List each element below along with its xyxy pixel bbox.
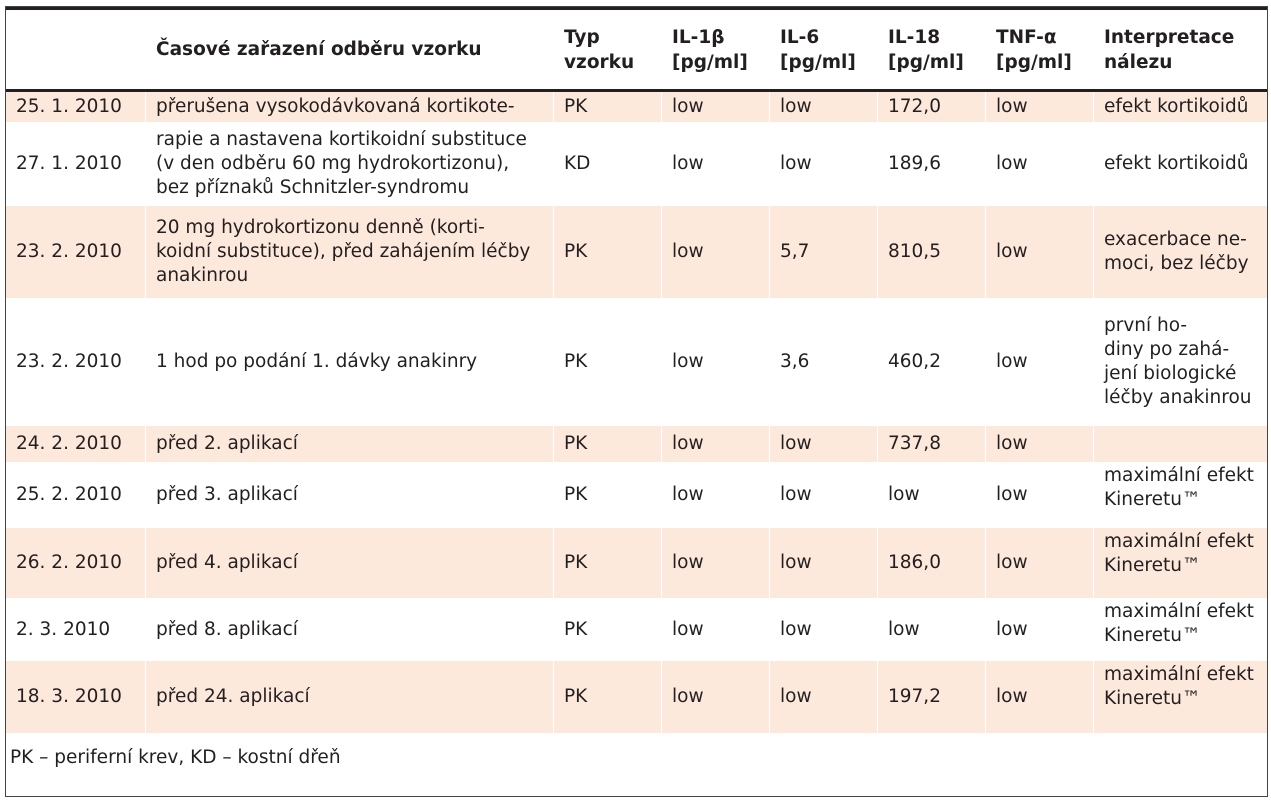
cell-timing: před 3. aplikací: [156, 484, 298, 505]
header-tnfa: TNF-α [pg/ml]: [996, 26, 1072, 73]
cell-date: 26. 2. 2010: [6, 528, 145, 598]
cell-timing: před 24. aplikací: [146, 661, 553, 733]
cell-sample-type: PK: [564, 484, 588, 505]
cell-il6: low: [780, 153, 812, 174]
cell-tnfa: low: [986, 661, 1093, 733]
cell-il18: low: [888, 618, 920, 640]
cell-date: 25. 2. 2010: [16, 484, 122, 505]
table-row: 25. 2. 2010 před 3. aplikací PK low low …: [6, 462, 1267, 528]
cell-timing: před 8. aplikací: [156, 618, 298, 640]
cell-date: 18. 3. 2010: [6, 661, 145, 733]
cell-timing: před 2. aplikací: [146, 426, 553, 462]
cell-il6: 5,7: [770, 206, 877, 298]
cell-date: 2. 3. 2010: [16, 618, 111, 640]
cell-interpretation: maximální efekt Kineretu™: [1104, 601, 1254, 646]
table-row: 24. 2. 2010 před 2. aplikací PK low low …: [6, 426, 1267, 462]
cell-il1b: low: [662, 206, 769, 298]
table-row: 2. 3. 2010 před 8. aplikací PK low low l…: [6, 598, 1267, 661]
cell-il1b: low: [672, 618, 704, 640]
cell-tnfa: low: [996, 618, 1028, 640]
cell-tnfa: low: [986, 206, 1093, 298]
table-row: 18. 3. 2010 před 24. aplikací PK low low…: [6, 661, 1267, 733]
cell-sample-type: PK: [564, 618, 588, 640]
cell-timing: rapie a nastavena kortikoidní substituce…: [156, 129, 527, 198]
table-row: 26. 2. 2010 před 4. aplikací PK low low …: [6, 528, 1267, 598]
cell-il18: 197,2: [878, 661, 985, 733]
cell-il6: low: [780, 484, 812, 505]
cell-interpretation: [1094, 426, 1267, 462]
cell-sample-type: KD: [564, 153, 591, 174]
cell-date: 27. 1. 2010: [16, 153, 122, 174]
cell-il18: 737,8: [878, 426, 985, 462]
cell-interpretation: první ho- diny po zahá- jení biologické …: [1104, 315, 1252, 408]
cell-il1b: low: [662, 661, 769, 733]
cell-tnfa: low: [986, 426, 1093, 462]
table-row: 23. 2. 2010 1 hod po podání 1. dávky ana…: [6, 298, 1267, 426]
header-timing: Časové zařazení odběru vzorku: [156, 39, 482, 60]
cell-sample-type: PK: [554, 92, 661, 122]
header-interpretation: Interpretace nálezu: [1104, 26, 1235, 73]
cell-interpretation: exacerbace ne- moci, bez léčby: [1094, 206, 1267, 298]
cell-sample-type: PK: [554, 661, 661, 733]
cell-il6: low: [770, 528, 877, 598]
cell-sample-type: PK: [554, 206, 661, 298]
table-row: 23. 2. 2010 20 mg hydrokortizonu denně (…: [6, 206, 1267, 298]
cell-interpretation: maximální efekt Kineretu™: [1094, 661, 1267, 733]
cell-il1b: low: [662, 92, 769, 122]
cell-date: 25. 1. 2010: [6, 92, 145, 122]
header-date: [6, 10, 146, 89]
cell-il6: 3,6: [780, 351, 810, 372]
cell-il1b: low: [672, 153, 704, 174]
cell-sample-type: PK: [554, 528, 661, 598]
cell-il18: 810,5: [878, 206, 985, 298]
cell-tnfa: low: [986, 92, 1093, 122]
cell-il1b: low: [672, 484, 704, 505]
table-row: 27. 1. 2010 rapie a nastavena kortikoidn…: [6, 122, 1267, 206]
cell-date: 24. 2. 2010: [6, 426, 145, 462]
cell-il18: low: [888, 484, 920, 505]
cell-sample-type: PK: [564, 351, 588, 372]
header-il1b: IL-1β [pg/ml]: [672, 26, 748, 73]
cell-tnfa: low: [996, 484, 1028, 505]
cell-tnfa: low: [986, 528, 1093, 598]
cell-sample-type: PK: [554, 426, 661, 462]
header-sample-type: Typ vzorku: [564, 26, 635, 73]
cell-tnfa: low: [996, 351, 1028, 372]
cell-il18: 186,0: [878, 528, 985, 598]
cell-il1b: low: [662, 528, 769, 598]
cell-il6: low: [770, 661, 877, 733]
cell-interpretation: efekt kortikoidů: [1104, 153, 1249, 174]
top-rule: [6, 7, 1267, 10]
cell-il1b: low: [672, 351, 704, 372]
header-rule: [6, 89, 1267, 92]
cell-interpretation: maximální efekt Kineretu™: [1094, 528, 1267, 598]
cell-date: 23. 2. 2010: [16, 351, 122, 372]
cell-il1b: low: [662, 426, 769, 462]
cell-timing: před 4. aplikací: [146, 528, 553, 598]
cell-interpretation: efekt kortikoidů: [1094, 92, 1267, 122]
header-il6: IL-6 [pg/ml]: [780, 26, 856, 73]
table-row: 25. 1. 2010 přerušena vysokodávkovaná ko…: [6, 92, 1267, 122]
cell-timing: přerušena vysokodávkovaná kortikote-: [146, 92, 553, 122]
cell-il18: 189,6: [888, 153, 941, 174]
cell-il6: low: [770, 426, 877, 462]
cell-tnfa: low: [996, 153, 1028, 174]
cell-timing: 1 hod po podání 1. dávky anakinry: [156, 351, 478, 372]
header-il18: IL-18 [pg/ml]: [888, 26, 964, 73]
cell-interpretation: maximální efekt Kineretu™: [1104, 465, 1254, 510]
table-header: Časové zařazení odběru vzorku Typ vzorku…: [6, 10, 1267, 89]
cell-il18: 172,0: [878, 92, 985, 122]
cell-il18: 460,2: [888, 351, 941, 372]
cell-il6: low: [770, 92, 877, 122]
cell-il6: low: [780, 618, 812, 640]
cell-date: 23. 2. 2010: [6, 206, 145, 298]
table-footnote: PK – periferní krev, KD – kostní dřeň: [10, 747, 341, 768]
cell-timing: 20 mg hydrokortizonu denně (korti- koidn…: [146, 206, 553, 298]
table-frame: Časové zařazení odběru vzorku Typ vzorku…: [5, 6, 1268, 797]
